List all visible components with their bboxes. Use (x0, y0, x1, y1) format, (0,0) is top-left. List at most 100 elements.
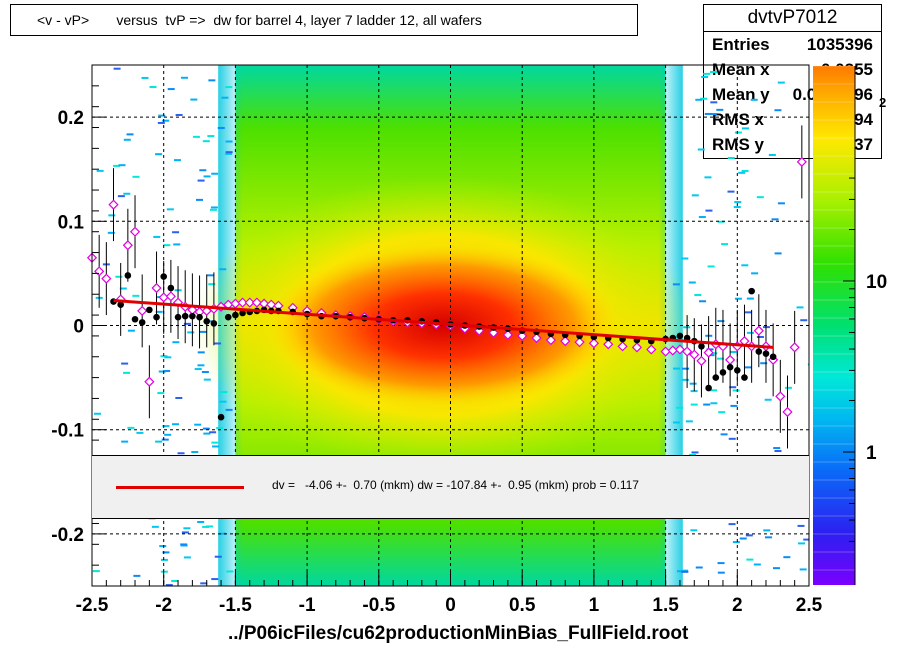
black-point (117, 301, 124, 308)
black-point (676, 332, 684, 340)
sparse-cell (774, 450, 782, 453)
sparse-cell (175, 396, 183, 399)
black-point (741, 374, 748, 381)
sparse-cell (764, 536, 772, 539)
sparse-cell (783, 556, 791, 559)
sparse-cell (194, 423, 202, 426)
sparse-cell (673, 421, 681, 424)
sparse-cell (716, 108, 724, 111)
magenta-point (646, 344, 657, 355)
magenta-point (703, 347, 714, 358)
black-point (755, 348, 763, 355)
sparse-cell (796, 306, 804, 309)
sparse-cell (729, 386, 737, 389)
x-tick-label: 1.5 (652, 595, 679, 616)
magenta-point (789, 342, 800, 353)
sparse-cell (768, 153, 776, 156)
x-tick-label: -0.5 (362, 595, 395, 616)
sparse-cell (691, 194, 699, 197)
magenta-point (237, 297, 248, 308)
sparse-cell (777, 202, 785, 205)
magenta-point (560, 336, 571, 347)
sparse-cell (710, 352, 718, 355)
sparse-cell (119, 287, 127, 290)
palette-label: 10 (866, 272, 887, 293)
sparse-cell (807, 363, 809, 366)
sparse-cell (96, 169, 104, 172)
sparse-cell (123, 138, 131, 141)
sparse-cell (161, 438, 169, 441)
sparse-cell (727, 156, 735, 159)
sparse-cell (93, 412, 101, 415)
sparse-cell (159, 545, 167, 548)
magenta-point (502, 329, 513, 340)
sparse-cell (113, 164, 121, 167)
sparse-cell (797, 524, 805, 527)
sparse-cell (717, 571, 725, 574)
sparse-cell (183, 556, 191, 559)
black-point (196, 313, 203, 321)
sparse-cell (225, 151, 233, 154)
sparse-cell (180, 543, 188, 546)
black-point (174, 313, 182, 321)
sparse-cell (121, 362, 129, 365)
sparse-cell (746, 297, 754, 300)
sparse-cell (203, 175, 211, 178)
sparse-cell (123, 192, 131, 195)
sparse-cell (132, 294, 140, 297)
sparse-cell (774, 109, 782, 112)
sparse-cell (799, 568, 807, 571)
sparse-cell (225, 408, 233, 411)
sparse-cell (745, 534, 753, 537)
black-point (232, 311, 239, 319)
sparse-cell (211, 172, 219, 175)
sparse-cell (690, 529, 698, 532)
sparse-cell (730, 404, 738, 407)
magenta-point (223, 299, 234, 310)
sparse-cell (673, 336, 681, 339)
chart-title: <v - vP> versus tvP => dw for barrel 4, … (10, 4, 638, 36)
sparse-cell (127, 426, 135, 429)
magenta-point (782, 406, 793, 418)
sparse-cell (710, 389, 718, 392)
sparse-cell (113, 67, 121, 70)
magenta-point (122, 240, 133, 251)
black-point (726, 363, 734, 371)
sparse-cell (197, 520, 205, 523)
black-point (734, 367, 741, 374)
sparse-cell (136, 431, 144, 434)
magenta-point (158, 292, 169, 303)
magenta-point (574, 337, 585, 348)
magenta-point (266, 299, 277, 310)
sparse-cell (774, 252, 782, 255)
sparse-cell (180, 544, 188, 547)
black-point (160, 273, 167, 280)
black-point (719, 369, 727, 376)
sparse-cell (205, 525, 213, 528)
sparse-cell (717, 220, 725, 223)
sparse-cell (158, 370, 166, 373)
sparse-cell (219, 268, 227, 271)
sparse-cell (738, 171, 746, 174)
sparse-cell (732, 389, 740, 392)
magenta-point (144, 376, 155, 387)
magenta-point (753, 325, 764, 336)
sparse-cell (682, 367, 690, 370)
sparse-cell (226, 570, 234, 573)
magenta-point (101, 273, 112, 284)
sparse-cell (753, 563, 761, 566)
black-point (138, 319, 146, 326)
magenta-point (129, 226, 141, 237)
stat-key: RMS y (712, 135, 764, 154)
sparse-cell (704, 176, 712, 179)
sparse-cell (163, 369, 171, 372)
magenta-point (94, 266, 105, 277)
sparse-cell (207, 320, 215, 323)
sparse-cell (728, 437, 736, 440)
black-point (181, 312, 189, 320)
y-tick-label: 0.2 (58, 108, 84, 129)
sparse-cell (689, 382, 697, 385)
sparse-cell (798, 542, 806, 545)
sparse-cell (107, 231, 115, 234)
sparse-cell (219, 400, 227, 403)
